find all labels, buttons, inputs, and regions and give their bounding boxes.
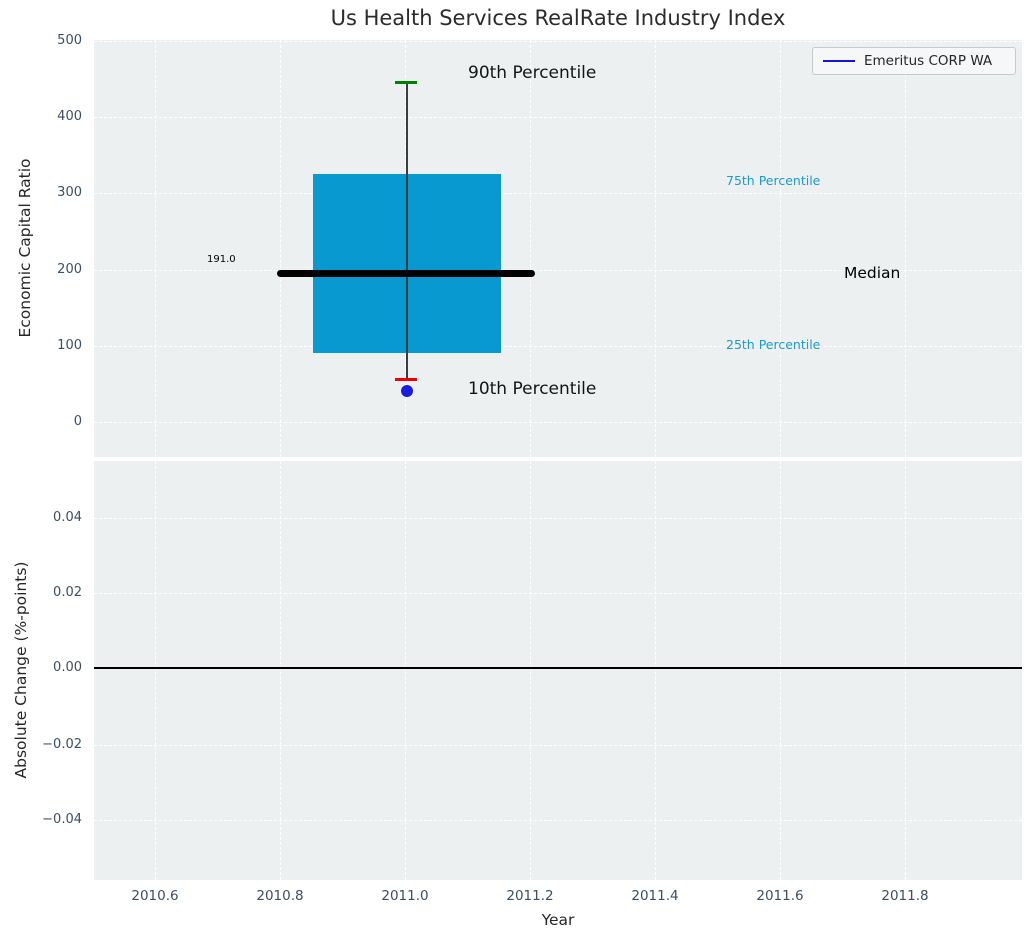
median-value-label: 191.0 (207, 254, 236, 265)
gridline-v (155, 40, 156, 457)
xtick-label: 2011.0 (381, 888, 429, 904)
top-plot-area (94, 40, 1022, 457)
xtick-label: 2010.6 (131, 888, 179, 904)
p90-annotation: 90th Percentile (468, 63, 597, 83)
gridline-h (94, 346, 1022, 347)
ytick-label: −0.02 (42, 737, 82, 752)
ytick-label: −0.04 (42, 812, 82, 827)
xtick-label: 2011.6 (756, 888, 804, 904)
gridline-v (655, 40, 656, 457)
p90-whisker-cap (395, 81, 417, 84)
gridline-h (94, 518, 1022, 519)
gridline-v (780, 461, 781, 880)
bottom-plot-area (94, 461, 1022, 880)
gridline-h (94, 41, 1022, 42)
ytick-label: 0.02 (53, 585, 82, 600)
p25-annotation: 25th Percentile (726, 337, 821, 352)
gridline-v (155, 461, 156, 880)
gridline-v (280, 461, 281, 880)
gridline-v (780, 40, 781, 457)
gridline-v (280, 40, 281, 457)
bottom-ylabel: Absolute Change (%-points) (12, 561, 30, 779)
company-data-point (401, 385, 413, 397)
gridline-v (905, 40, 906, 457)
whisker-line (406, 83, 408, 379)
gridline-v (530, 40, 531, 457)
gridline-h (94, 270, 1022, 271)
ytick-label: 300 (57, 185, 82, 200)
gridline-h (94, 593, 1022, 594)
p10-annotation: 10th Percentile (468, 379, 597, 399)
gridline-v (530, 461, 531, 880)
xtick-label: 2011.8 (881, 888, 929, 904)
chart-title: Us Health Services RealRate Industry Ind… (330, 6, 786, 30)
p75-annotation: 75th Percentile (726, 173, 821, 188)
median-annotation: Median (844, 264, 901, 282)
ytick-label: 100 (57, 338, 82, 353)
ytick-label: 0.04 (53, 510, 82, 525)
gridline-h (94, 117, 1022, 118)
median-line (277, 270, 535, 277)
ytick-label: 0.00 (53, 660, 82, 675)
xtick-label: 2011.4 (631, 888, 679, 904)
gridline-h (94, 820, 1022, 821)
ytick-label: 0 (73, 414, 82, 429)
legend-label: Emeritus CORP WA (864, 53, 993, 69)
gridline-h (94, 422, 1022, 423)
legend: Emeritus CORP WA (812, 47, 1016, 75)
gridline-v (655, 461, 656, 880)
gridline-h (94, 745, 1022, 746)
ytick-label: 200 (57, 262, 82, 277)
ytick-label: 500 (57, 33, 82, 48)
legend-line-swatch (823, 59, 855, 63)
zero-baseline (94, 667, 1022, 669)
gridline-h (94, 193, 1022, 194)
ytick-label: 400 (57, 109, 82, 124)
xlabel: Year (541, 911, 575, 929)
xtick-label: 2011.2 (506, 888, 554, 904)
p10-whisker-cap (395, 378, 417, 381)
top-ylabel: Economic Capital Ratio (16, 158, 34, 338)
gridline-v (405, 461, 406, 880)
xtick-label: 2010.8 (256, 888, 304, 904)
gridline-v (905, 461, 906, 880)
